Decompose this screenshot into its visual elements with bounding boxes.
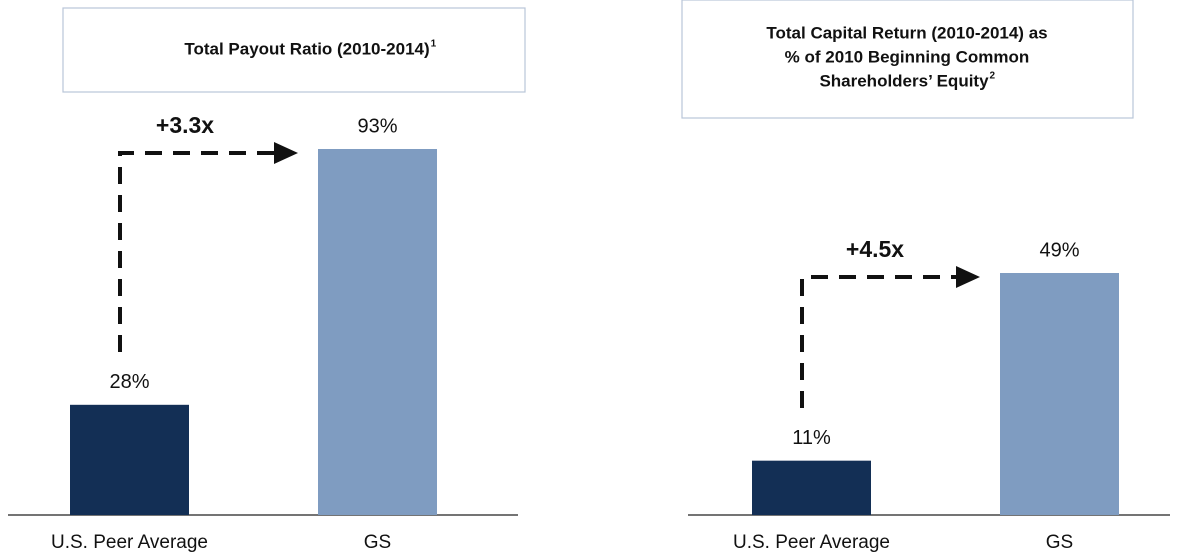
arrow-head [274,142,298,164]
value-label: 93% [357,115,397,137]
title-footnote: 2 [990,71,996,82]
bar [1000,273,1119,515]
value-label: 11% [792,427,831,449]
arrow-line [118,151,276,352]
category-label: GS [364,532,391,553]
value-label: 49% [1039,239,1079,261]
arrow-head [956,266,980,288]
title-box [681,0,1134,119]
chart-title: Total Capital Return (2010-2014) as [766,23,1047,42]
bar [70,404,189,515]
annotation: +4.5x [846,236,904,262]
chart-title: % of 2010 Beginning Common [785,47,1030,66]
title-footnote: 1 [431,39,437,50]
chart-title: Total Payout Ratio (2010-2014) [184,39,429,58]
title-box [62,7,526,93]
category-label: U.S. Peer Average [51,532,208,553]
bar [752,460,871,515]
chart-title: Shareholders’ Equity [819,71,989,90]
annotation: +3.3x [156,112,214,138]
bar [318,149,437,515]
category-label: U.S. Peer Average [733,532,890,553]
arrow-line [800,275,958,408]
category-label: GS [1046,532,1073,553]
value-label: 28% [109,371,149,393]
